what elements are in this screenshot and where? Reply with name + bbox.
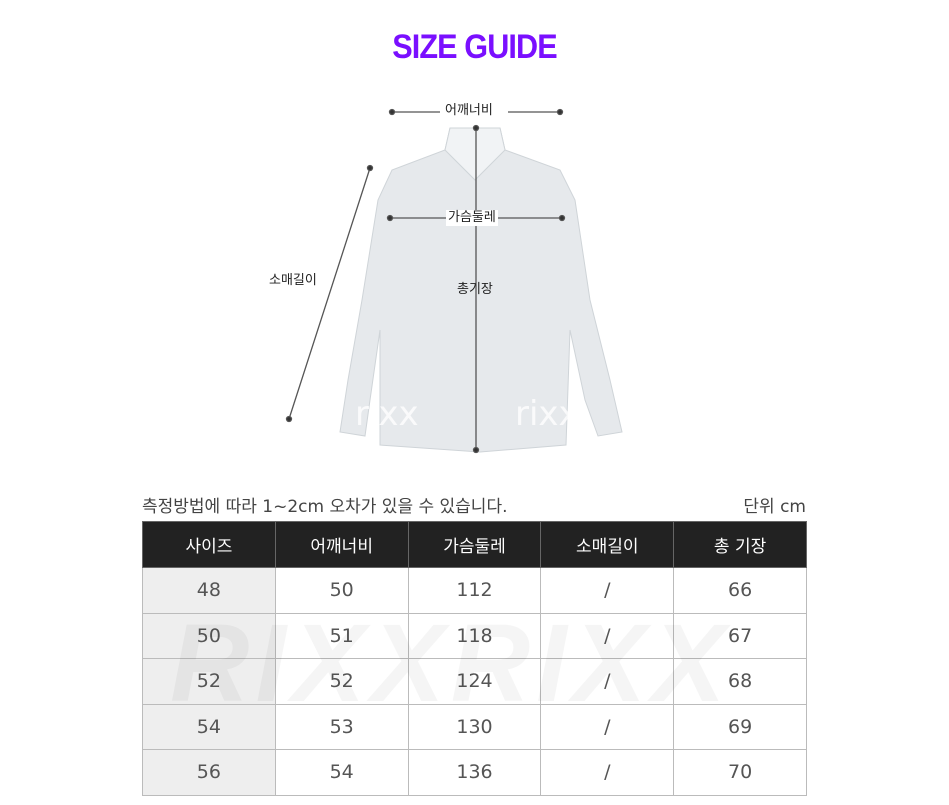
table-cell: /	[540, 612, 675, 659]
chest-label: 가슴둘레	[446, 210, 498, 226]
table-row: 56 54 136/70	[142, 749, 807, 796]
table-cell: 112	[407, 567, 542, 614]
table-row: 54 53 130/69	[142, 703, 807, 750]
header-sleeve: 소매길이	[540, 521, 675, 568]
table-header-row: 사이즈 어깨너비 가슴둘레 소매길이 총 기장	[142, 521, 807, 568]
table-cell: 54	[142, 703, 276, 750]
table-cell: 52	[142, 658, 276, 705]
watermark-text: rixx	[515, 394, 579, 434]
size-table: 사이즈 어깨너비 가슴둘레 소매길이 총 기장 48 50 112/66 50 51 11…	[142, 521, 807, 796]
table-cell: /	[540, 703, 675, 750]
table-cell: 56	[142, 749, 276, 796]
header-size: 사이즈	[142, 521, 276, 568]
table-cell: 51	[274, 612, 409, 659]
table-cell: 54	[274, 749, 409, 796]
table-cell: 69	[673, 703, 807, 750]
unit-label: 단위 cm	[743, 497, 806, 517]
sleeve-line	[288, 167, 371, 420]
table-cell: 124	[407, 658, 542, 705]
header-chest: 가슴둘레	[407, 521, 542, 568]
table-cell: /	[540, 658, 675, 705]
table-cell: 50	[274, 567, 409, 614]
page-title: SIZE GUIDE	[392, 28, 557, 66]
table-cell: 70	[673, 749, 807, 796]
table-cell: 118	[407, 612, 542, 659]
header-length: 총 기장	[673, 521, 807, 568]
table-cell: /	[540, 567, 675, 614]
table-row: 48 50 112/66	[142, 567, 807, 614]
table-cell: 52	[274, 658, 409, 705]
length-label: 총기장	[457, 282, 493, 297]
watermark-text: rixx	[355, 394, 419, 434]
table-cell: 136	[407, 749, 542, 796]
shirt-diagram: rixx rixx	[285, 108, 623, 454]
table-cell: 68	[673, 658, 807, 705]
shoulder-label: 어깨너비	[443, 103, 495, 119]
table-cell: 50	[142, 612, 276, 659]
shirt-image	[339, 127, 623, 453]
header-shoulder: 어깨너비	[274, 521, 409, 568]
table-row: 50 51 118/67	[142, 612, 807, 659]
table-cell: /	[540, 749, 675, 796]
table-cell: 130	[407, 703, 542, 750]
table-row: 52 52 124/68	[142, 658, 807, 705]
measurement-note: 측정방법에 따라 1~2cm 오차가 있을 수 있습니다.	[142, 497, 508, 517]
table-cell: 48	[142, 567, 276, 614]
table-cell: 66	[673, 567, 807, 614]
table-cell: 67	[673, 612, 807, 659]
table-cell: 53	[274, 703, 409, 750]
sleeve-label: 소매길이	[269, 273, 317, 288]
